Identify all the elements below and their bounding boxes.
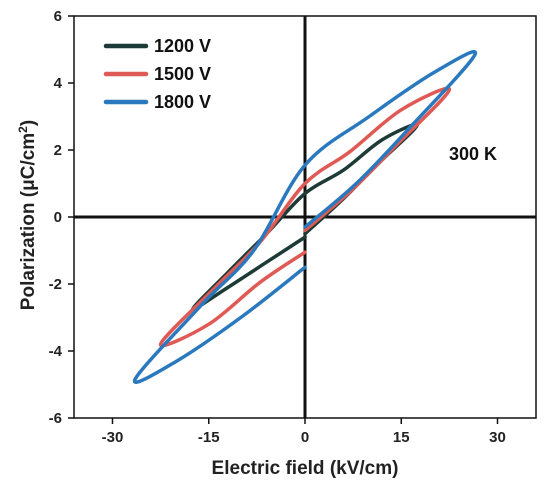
y-tick-label: 2 [54, 142, 62, 159]
y-axis-title-end: ) [18, 120, 39, 126]
series-line-1800-v [132, 50, 478, 384]
y-tick-label: -6 [49, 410, 62, 427]
y-axis-title: Polarization (μC/cm2) [16, 120, 39, 310]
y-tick-label: 6 [54, 8, 62, 25]
y-tick-label: 4 [54, 75, 63, 92]
y-axis-title-superscript: 2 [16, 126, 30, 133]
y-axis-title-main: Polarization (μC/cm [18, 133, 39, 310]
y-tick-label: -4 [49, 343, 63, 360]
plot-area [73, 15, 537, 419]
series-line-1500-v [158, 86, 452, 348]
x-tick-label: -15 [198, 429, 220, 446]
temperature-annotation: 300 K [449, 144, 497, 164]
y-axis-ticks: -6 -4 -2 0 2 4 6 [49, 8, 74, 427]
x-tick-label: 15 [393, 429, 410, 446]
legend-label: 1800 V [154, 92, 211, 112]
legend-label: 1200 V [154, 36, 211, 56]
y-tick-label: -2 [49, 276, 62, 293]
hysteresis-loops [132, 50, 478, 384]
x-tick-label: 0 [301, 429, 309, 446]
legend-label: 1500 V [154, 64, 211, 84]
legend: 1200 V 1500 V 1800 V [103, 36, 211, 112]
x-tick-label: -30 [102, 429, 124, 446]
x-tick-label: 30 [489, 429, 506, 446]
y-tick-label: 0 [54, 209, 62, 226]
x-axis-ticks: -30 -15 0 15 30 [102, 418, 506, 446]
x-axis-title: Electric field (kV/cm) [212, 458, 399, 479]
